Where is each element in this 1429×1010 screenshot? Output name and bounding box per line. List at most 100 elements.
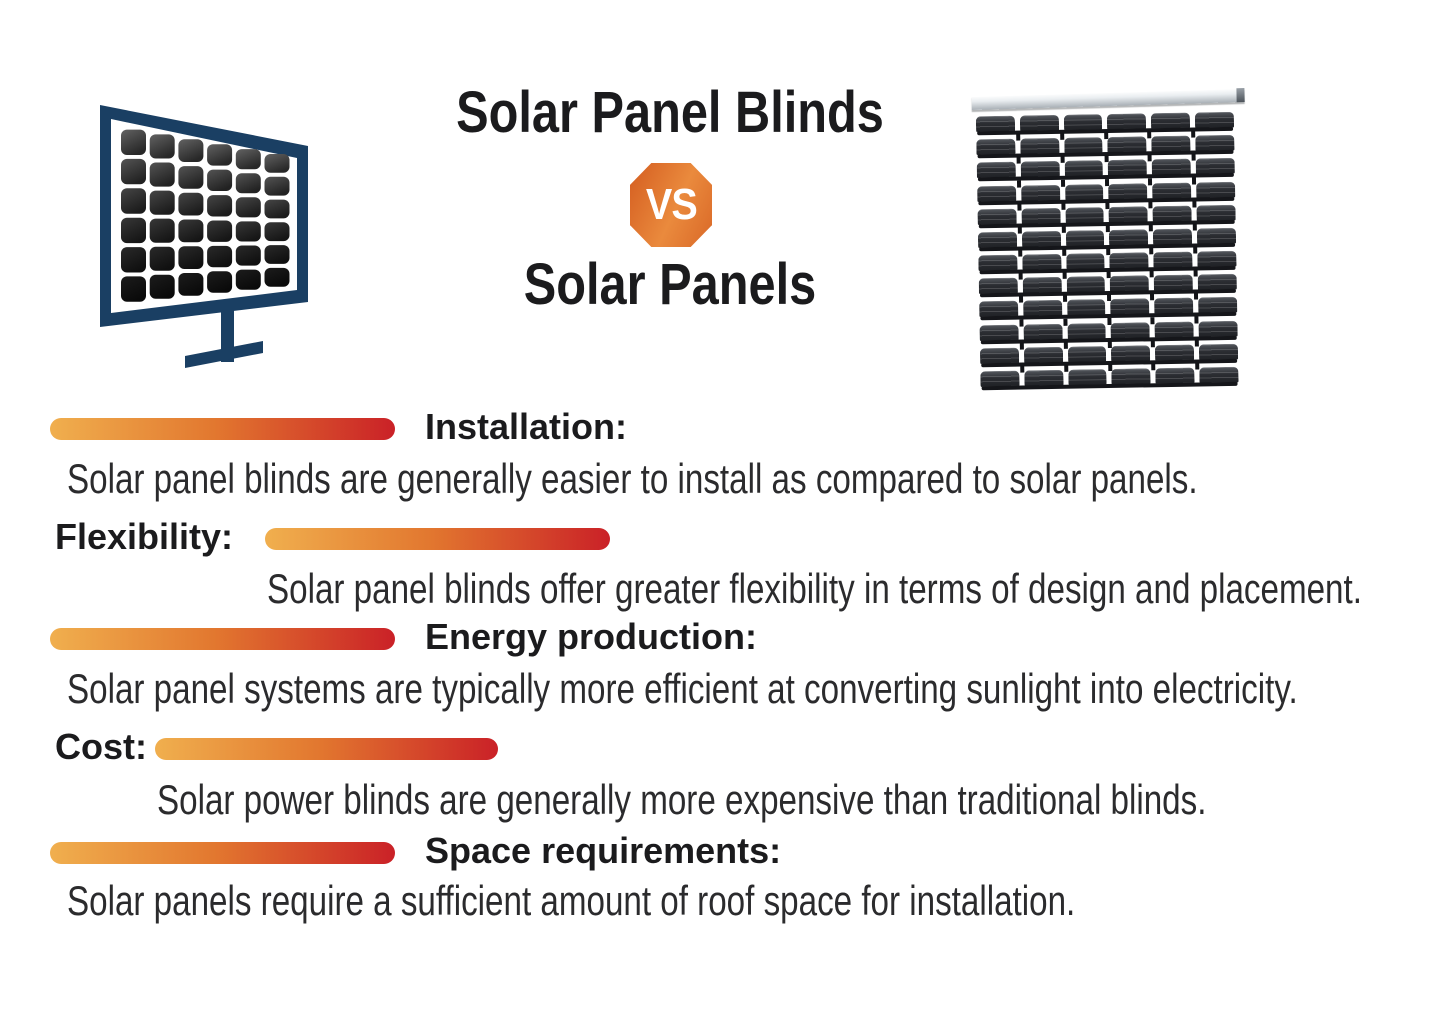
blind-connector-tab (1148, 200, 1153, 209)
blind-cell (1199, 343, 1239, 361)
panel-cell (149, 246, 175, 271)
section-description: Solar panel blinds offer greater flexibi… (267, 565, 1362, 612)
blind-cell (1065, 206, 1105, 224)
blind-cell (1152, 205, 1192, 222)
blind-cell (1151, 112, 1191, 130)
blind-connector-tab (1194, 292, 1199, 300)
blind-cell (979, 300, 1019, 318)
blind-connector-tab (1104, 201, 1109, 209)
blind-connector-tab (1016, 156, 1021, 164)
blind-cell (1196, 181, 1236, 199)
blinds-slats (975, 111, 1239, 390)
blind-cell (1022, 253, 1062, 271)
blind-connector-tab (1105, 224, 1110, 232)
blind-connector-tab (1062, 295, 1067, 303)
blind-connector-tab (1107, 340, 1112, 348)
blind-cell (1109, 229, 1149, 246)
blind-cell (1063, 137, 1104, 154)
blind-cell (1151, 135, 1191, 153)
blind-connector-tab (1063, 341, 1068, 349)
page-title-bottom: Solar Panels (523, 252, 817, 317)
panel-cell (207, 220, 233, 242)
blind-cell (1108, 159, 1148, 177)
blind-cell (1023, 346, 1063, 364)
blind-connector-tab (1151, 339, 1156, 348)
blind-cell (1021, 230, 1061, 248)
panel-cell (178, 139, 204, 162)
panel-cell (149, 190, 175, 215)
blind-cell (1197, 273, 1237, 291)
blind-connector-tab (1192, 223, 1197, 231)
panel-cell (207, 144, 233, 166)
panel-cell (207, 195, 233, 217)
panel-cell (178, 246, 204, 269)
blind-connector-tab (1020, 365, 1025, 373)
section-description: Solar panel blinds are generally easier … (67, 455, 1198, 502)
panel-cell (121, 188, 146, 214)
solar-panel-illustration (100, 105, 308, 368)
blinds-headrail (971, 87, 1245, 111)
blind-cell (1064, 183, 1104, 201)
blind-cell (977, 231, 1017, 249)
blind-cell (1152, 182, 1192, 199)
panel-cell-grid (121, 129, 290, 302)
panel-cell (264, 176, 290, 196)
blind-cell (1111, 368, 1151, 385)
blind-cell (1067, 345, 1107, 363)
blind-cell (1022, 300, 1063, 317)
blind-cell (978, 277, 1018, 295)
blind-cell (1065, 229, 1105, 247)
blind-slat-cells (975, 111, 1235, 133)
panel-cell (121, 158, 146, 185)
blind-connector-tab (1195, 362, 1200, 370)
blind-connector-tab (1103, 132, 1108, 140)
gradient-rating-bar (50, 842, 395, 864)
panel-cell (149, 134, 175, 159)
blind-cell (1110, 298, 1150, 316)
blind-cell (1154, 297, 1194, 315)
blind-cell (1065, 253, 1106, 270)
blind-cell (976, 138, 1016, 156)
vs-badge-label: VS (645, 180, 697, 229)
panel-cell (264, 199, 290, 219)
blind-cell (1022, 277, 1062, 294)
blind-connector-tab (1018, 295, 1023, 303)
blind-cell (1155, 367, 1195, 385)
blind-cell (1153, 228, 1193, 246)
blind-cell (1195, 158, 1235, 175)
panel-cell (178, 166, 204, 189)
blind-cell (1067, 322, 1107, 340)
panel-cell (235, 245, 261, 266)
blind-cell (979, 347, 1020, 365)
blind-cell (1020, 138, 1060, 155)
blind-connector-tab (1192, 200, 1197, 208)
blind-cell (1111, 345, 1151, 362)
blind-connector-tab (1150, 316, 1155, 324)
blind-connector-tab (1060, 156, 1065, 164)
blind-cell (976, 161, 1016, 179)
panel-cell (149, 218, 175, 243)
gradient-rating-bar (50, 418, 395, 440)
blind-cell (1021, 207, 1061, 225)
solar-blinds-illustration (971, 84, 1245, 393)
panel-cell (264, 222, 290, 242)
panel-cell (235, 173, 261, 194)
blind-connector-tab (1016, 180, 1021, 188)
blind-connector-tab (1018, 272, 1023, 280)
page-title-top: Solar Panel Blinds (456, 80, 884, 145)
section-heading: Flexibility: (55, 516, 234, 557)
blind-connector-tab (1104, 178, 1109, 186)
blind-cell (1108, 206, 1149, 223)
panel-cell (149, 162, 175, 187)
panel-stand-base (185, 341, 263, 368)
blind-connector-tab (1061, 248, 1066, 256)
blind-connector-tab (1061, 225, 1066, 233)
blind-cell (975, 115, 1015, 133)
blind-connector-tab (1060, 179, 1065, 187)
blind-cell (1155, 344, 1195, 361)
blind-cell (1153, 251, 1193, 269)
panel-cell (121, 276, 146, 302)
gradient-rating-bar (50, 628, 395, 650)
vs-badge: VS (630, 163, 712, 247)
